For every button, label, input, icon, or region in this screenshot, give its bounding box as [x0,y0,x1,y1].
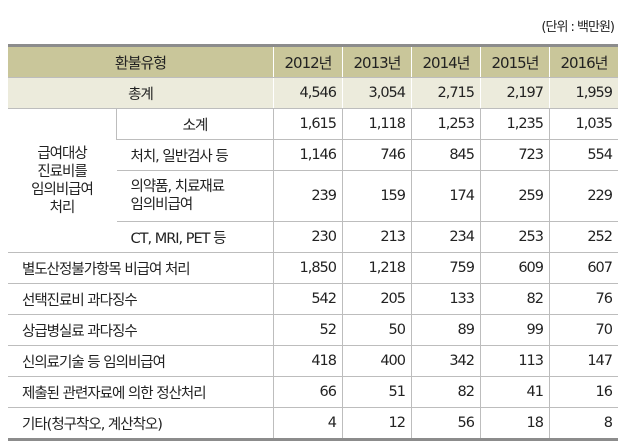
data-row: 상급병실료 과다징수 52 50 89 99 70 [8,314,618,346]
row-label: 상급병실료 과다징수 [8,314,274,346]
value-cell: 76 [549,283,618,315]
data-row: 별도산정불가항목 비급여 처리 1,850 1,218 759 609 607 [8,252,618,284]
value-cell: 723 [480,139,550,171]
value-cell: 56 [411,407,481,440]
value-cell: 1,850 [273,252,343,284]
value-cell: 234 [411,221,481,253]
value-cell: 252 [549,221,618,253]
label-line: 임의비급여 [130,197,194,213]
value-cell: 1,035 [549,108,618,140]
label-line: 의약품, 치료재료 [130,179,226,195]
value-cell: 82 [411,376,481,408]
group-row: 급여대상 진료비를 임의비급여 처리 소계 1,615 1,118 1,253 1,235 1,0… [8,108,618,253]
total-row: 총계 4,546 3,054 2,715 2,197 1,959 [8,77,618,109]
row-label: 별도산정불가항목 비급여 처리 [8,252,274,284]
group-row: 의약품, 치료재료 임의비급여 239 159 174 259 229 [8,170,618,222]
value-cell: 845 [411,139,481,171]
value-cell: 1,118 [342,108,412,140]
row-label: 제출된 관련자료에 의한 정산처리 [8,376,274,408]
value-cell: 1,146 [273,139,343,171]
label-line: 처리 [49,199,76,216]
row-label: 신의료기술 등 임의비급여 [8,345,274,377]
value-cell: 239 [273,170,343,222]
header-row: 환불유형 2012년 2013년 2014년 2015년 2016년 [8,45,618,78]
value-cell: 213 [342,221,412,253]
value-cell: 1,218 [342,252,412,284]
value-cell: 52 [273,314,343,346]
value-cell: 418 [273,345,343,377]
value-cell: 609 [480,252,550,284]
header-label: 환불유형 [8,45,274,78]
data-row: 신의료기술 등 임의비급여 418 400 342 113 147 [8,345,618,377]
value-cell: 230 [273,221,343,253]
value-cell: 607 [549,252,618,284]
label-line: 진료비를 [37,163,87,180]
value-cell: 205 [342,283,412,315]
year-header: 2015년 [480,45,550,78]
value-cell: 1,253 [411,108,481,140]
year-header: 2012년 [273,45,343,78]
value-cell: 41 [480,376,550,408]
value-cell: 259 [480,170,550,222]
label-line: 임의비급여 [31,181,94,198]
value-cell: 400 [342,345,412,377]
value-cell: 66 [273,376,343,408]
value-cell: 3,054 [342,77,412,109]
year-header: 2014년 [411,45,481,78]
value-cell: 159 [342,170,412,222]
data-row: 선택진료비 과다징수 542 205 133 82 76 [8,283,618,315]
sub-label: 소계 [116,108,274,140]
value-cell: 99 [480,314,550,346]
year-header: 2013년 [342,45,412,78]
group-row: CT, MRI, PET 등 230 213 234 253 252 [8,221,618,253]
value-cell: 12 [342,407,412,440]
group-row: 처치, 일반검사 등 1,146 746 845 723 554 [8,139,618,171]
value-cell: 542 [273,283,343,315]
value-cell: 759 [411,252,481,284]
value-cell: 70 [549,314,618,346]
value-cell: 1,959 [549,77,618,109]
value-cell: 113 [480,345,550,377]
value-cell: 147 [549,345,618,377]
group-label: 급여대상 진료비를 임의비급여 처리 [8,108,117,253]
value-cell: 4 [273,407,343,440]
value-cell: 82 [480,283,550,315]
label-line: 급여대상 [37,145,87,162]
sub-label: CT, MRI, PET 등 [116,221,274,253]
value-cell: 50 [342,314,412,346]
value-cell: 18 [480,407,550,440]
value-cell: 1,235 [480,108,550,140]
value-cell: 51 [342,376,412,408]
sub-label: 처치, 일반검사 등 [116,139,274,171]
value-cell: 554 [549,139,618,171]
value-cell: 746 [342,139,412,171]
value-cell: 4,546 [273,77,343,109]
value-cell: 229 [549,170,618,222]
refund-table: 환불유형 2012년 2013년 2014년 2015년 2016년 총계 4,546 3,05… [8,44,618,441]
row-label: 기타(청구착오, 계산착오) [8,407,274,440]
value-cell: 253 [480,221,550,253]
value-cell: 1,615 [273,108,343,140]
unit-label: (단위 : 백만원) [541,20,615,35]
year-header: 2016년 [549,45,618,78]
value-cell: 16 [549,376,618,408]
value-cell: 2,715 [411,77,481,109]
value-cell: 89 [411,314,481,346]
data-row: 제출된 관련자료에 의한 정산처리 66 51 82 41 16 [8,376,618,408]
value-cell: 174 [411,170,481,222]
data-row: 기타(청구착오, 계산착오) 4 12 56 18 8 [8,407,618,440]
total-label: 총계 [8,77,274,109]
value-cell: 133 [411,283,481,315]
value-cell: 342 [411,345,481,377]
value-cell: 2,197 [480,77,550,109]
row-label: 선택진료비 과다징수 [8,283,274,315]
value-cell: 8 [549,407,618,440]
